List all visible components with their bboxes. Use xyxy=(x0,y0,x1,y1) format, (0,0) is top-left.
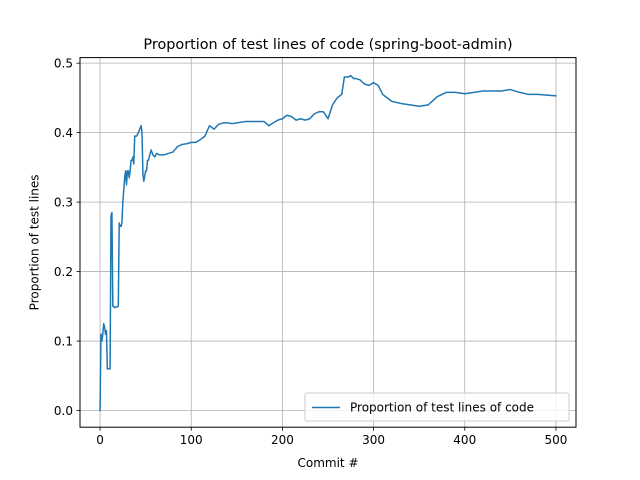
legend: Proportion of test lines of code xyxy=(304,392,570,422)
x-tick-label: 200 xyxy=(271,433,294,447)
y-tick-label: 0.3 xyxy=(54,195,73,209)
x-tick-label: 300 xyxy=(362,433,385,447)
y-tick-label: 0.5 xyxy=(54,56,73,70)
x-tick-label: 100 xyxy=(180,433,203,447)
y-axis-label: Proportion of test lines xyxy=(28,174,42,310)
y-tick-label: 0.2 xyxy=(54,265,73,279)
chart-title: Proportion of test lines of code (spring… xyxy=(143,37,512,53)
y-tick-label: 0.4 xyxy=(54,126,73,140)
ticks: 0 100 200 300 400 500 0.0 0.1 0.2 0.3 0.4 0.5 xyxy=(54,56,567,447)
series-layer xyxy=(99,74,557,412)
x-tick-label: 400 xyxy=(453,433,476,447)
y-tick-label: 0.0 xyxy=(54,404,73,418)
x-tick-label: 0 xyxy=(96,433,104,447)
x-axis-label: Commit # xyxy=(297,456,358,470)
x-tick-label: 500 xyxy=(544,433,567,447)
plot-area-frame xyxy=(79,57,577,428)
legend-box xyxy=(304,392,570,422)
y-tick-label: 0.1 xyxy=(54,334,73,348)
legend-label: Proportion of test lines of code xyxy=(350,401,534,415)
series-line xyxy=(99,74,557,412)
